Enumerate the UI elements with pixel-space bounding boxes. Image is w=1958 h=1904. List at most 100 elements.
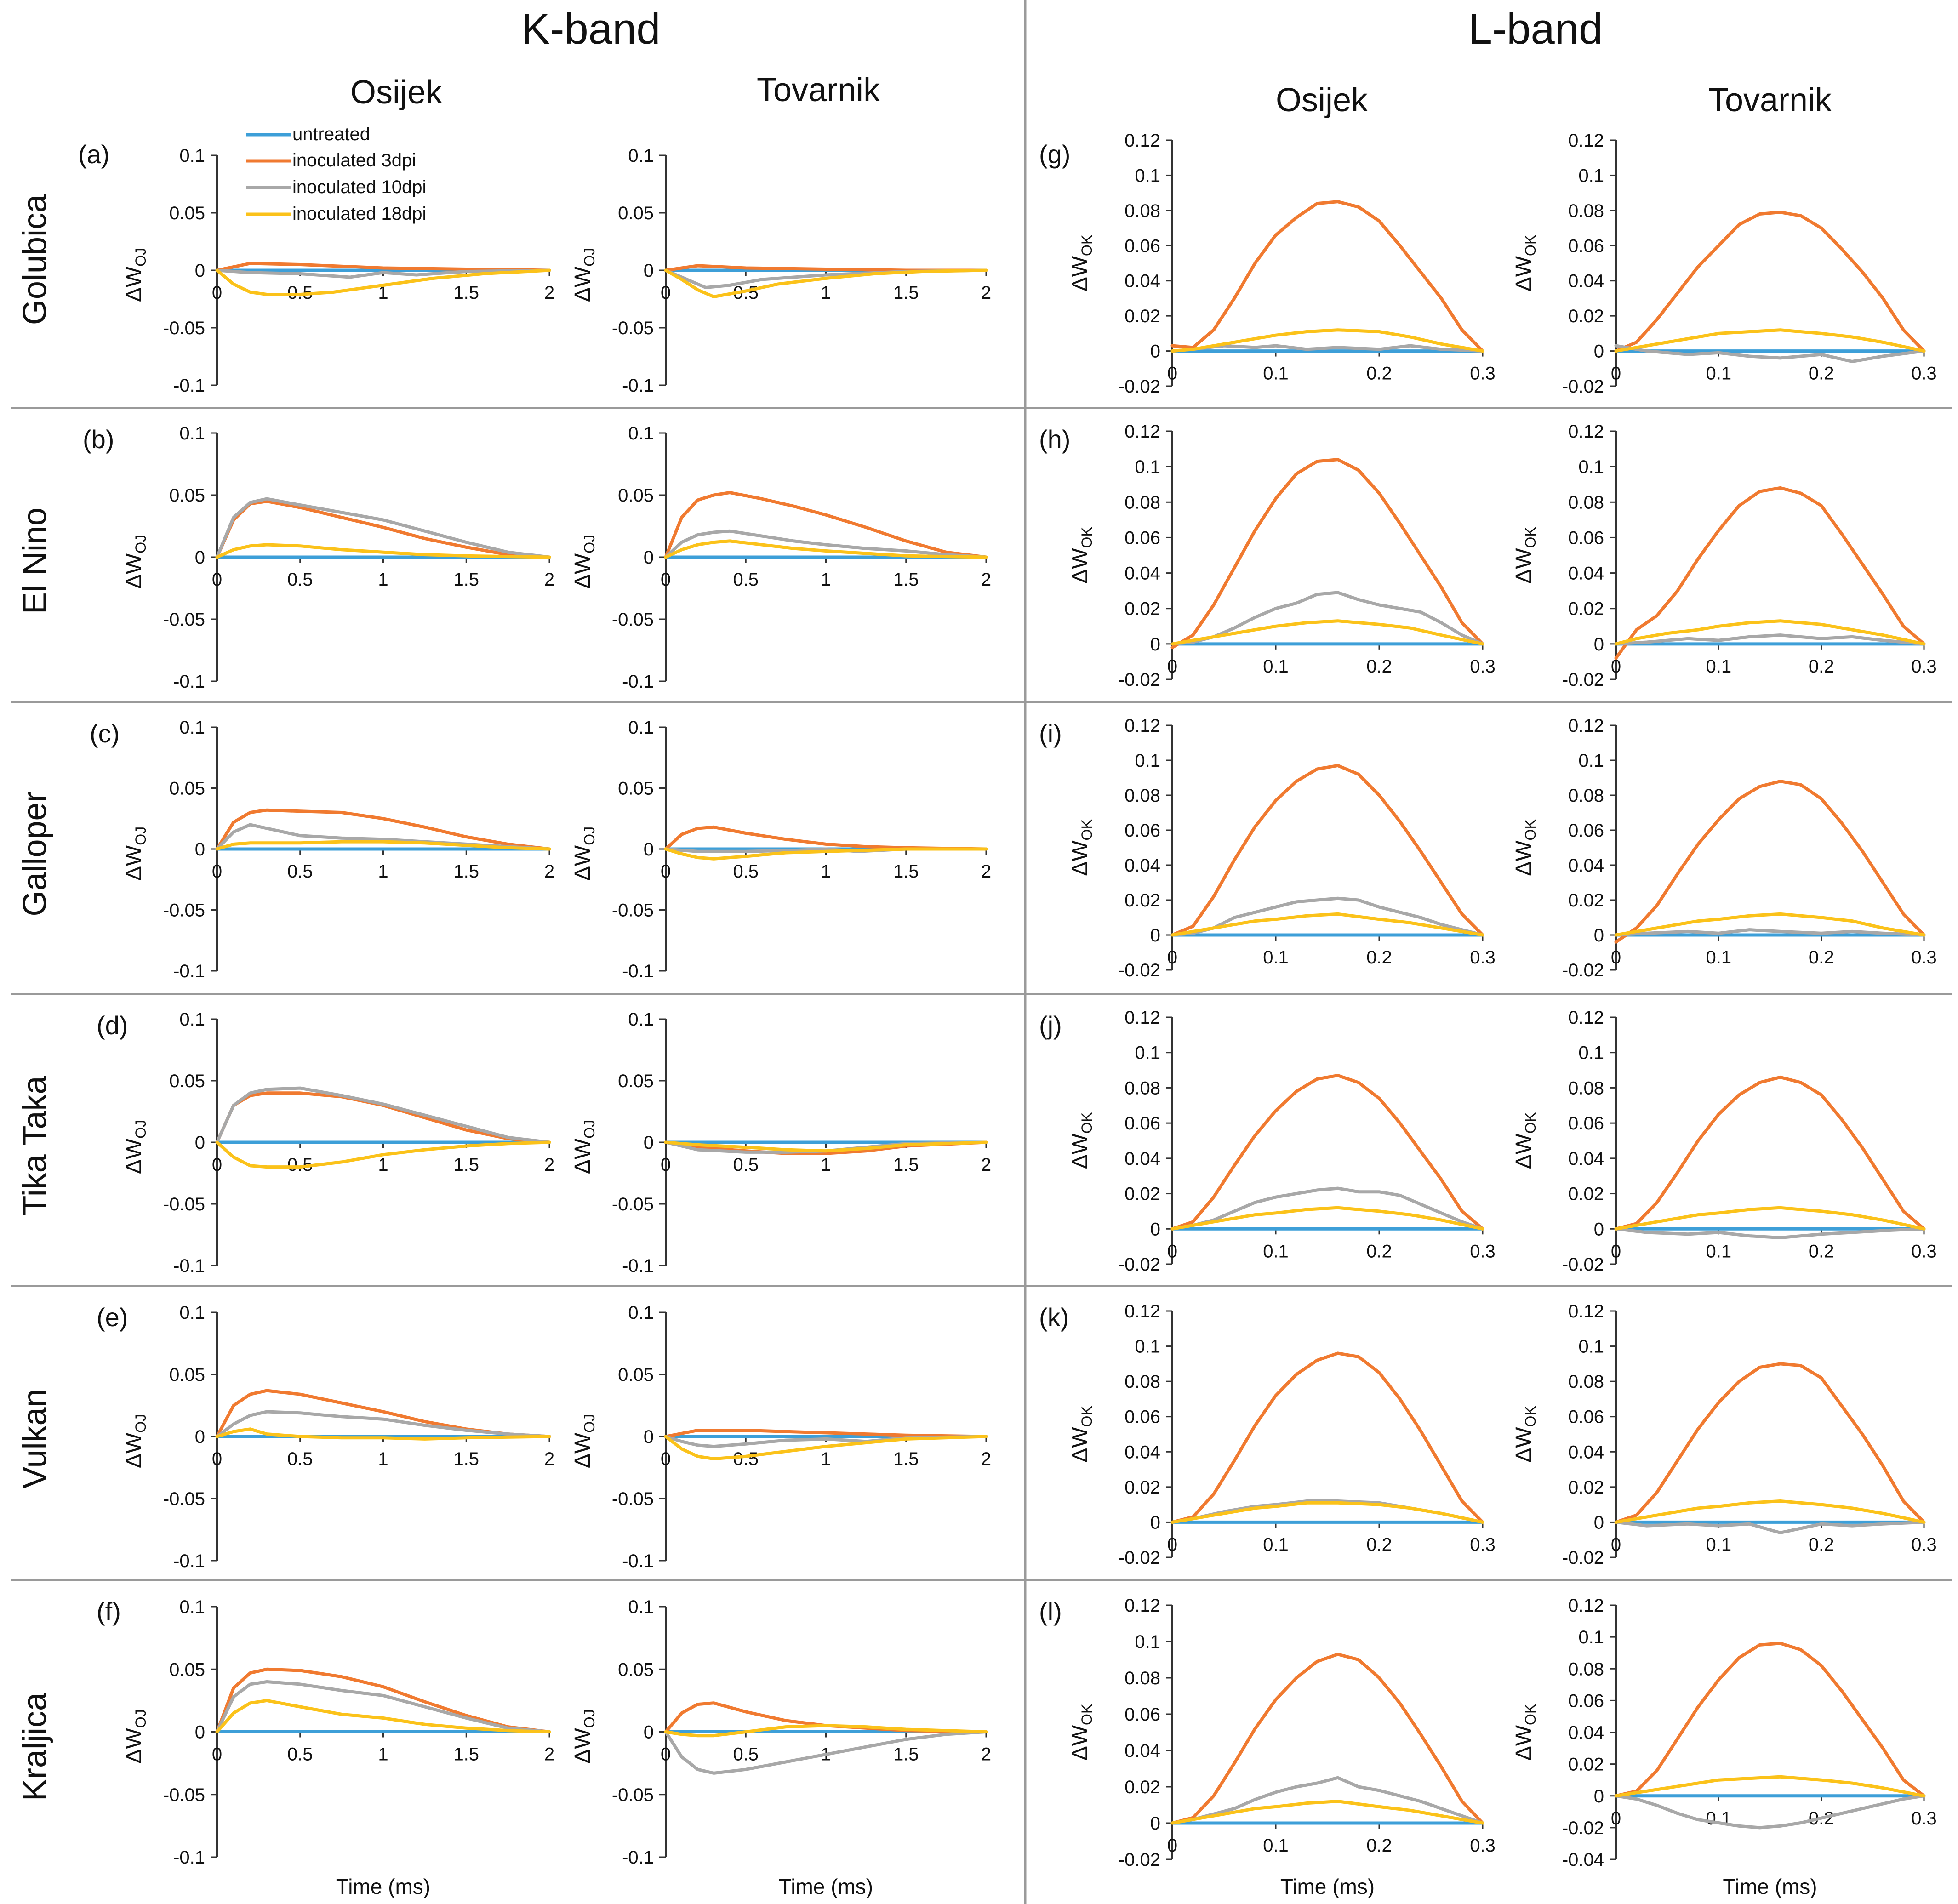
series-line xyxy=(1170,1776,1484,1825)
x-tick-label: 1 xyxy=(378,283,388,303)
y-tick-label: -0.05 xyxy=(612,1194,654,1214)
x-tick-label: 1.5 xyxy=(893,570,919,590)
y-tick-label: 0.08 xyxy=(1125,201,1160,221)
x-tick-label: 0.3 xyxy=(1911,1808,1937,1829)
legend-label: inoculated 3dpi xyxy=(292,150,416,171)
x-tick-label: 0 xyxy=(661,283,671,303)
y-tick-label: -0.05 xyxy=(612,318,654,338)
series-line xyxy=(664,1140,988,1153)
y-axis-label: ΔWOJ xyxy=(571,248,598,302)
x-axis-label: Time (ms) xyxy=(1723,1875,1817,1898)
series-line xyxy=(1614,1206,1926,1231)
series-line xyxy=(1614,1362,1926,1524)
y-tick-label: -0.1 xyxy=(173,672,205,692)
series-line xyxy=(1170,591,1484,646)
x-tick-label: 0.2 xyxy=(1809,1241,1834,1261)
y-tick-label: -0.05 xyxy=(612,1785,654,1805)
y-tick-label: -0.02 xyxy=(1562,1254,1604,1275)
y-tick-label: -0.05 xyxy=(163,610,205,630)
y-axis-label: ΔWOJ xyxy=(122,248,149,302)
y-tick-label: 0.12 xyxy=(1568,1301,1604,1322)
y-tick-label: 0.05 xyxy=(618,485,654,506)
y-axis-label: ΔWOK xyxy=(1068,1112,1095,1169)
x-tick-label: 1.5 xyxy=(453,1449,479,1469)
cultivar-label: Golubica xyxy=(17,194,53,325)
y-tick-label: 0.08 xyxy=(1568,1659,1604,1679)
panel-label: (g) xyxy=(1039,140,1070,169)
x-tick-label: 0 xyxy=(1611,656,1621,677)
series-line xyxy=(1614,211,1926,353)
y-tick-label: -0.05 xyxy=(612,901,654,921)
x-tick-label: 0.5 xyxy=(287,570,313,590)
y-tick-label: 0.1 xyxy=(628,1009,654,1030)
y-tick-label: 0.06 xyxy=(1568,528,1604,548)
y-tick-label: 0.1 xyxy=(628,1597,654,1617)
y-tick-label: 0.02 xyxy=(1568,1184,1604,1204)
y-tick-label: 0.1 xyxy=(1578,1627,1604,1647)
x-axis-label: Time (ms) xyxy=(336,1875,430,1898)
x-tick-label: 0 xyxy=(661,1449,671,1469)
y-axis-label: ΔWOK xyxy=(1512,1406,1539,1463)
x-tick-label: 0.1 xyxy=(1263,364,1289,384)
x-tick-label: 1.5 xyxy=(893,1744,919,1765)
y-tick-label: 0.08 xyxy=(1125,492,1160,513)
series-line xyxy=(1170,619,1484,646)
y-axis-label: ΔWOK xyxy=(1068,1704,1095,1761)
y-axis-label: ΔWOJ xyxy=(122,1414,149,1468)
y-tick-label: 0.02 xyxy=(1125,599,1160,619)
y-tick-label: 0.1 xyxy=(1135,1632,1160,1652)
x-tick-label: 1 xyxy=(378,570,388,590)
x-tick-label: 1 xyxy=(821,861,831,882)
chart-panel: 0.12 0.1 0.08 0.06 0.04 0.02 0 -0.02 0 0.1 0.2 0.3 Δ… xyxy=(1039,131,1496,397)
series-line xyxy=(1614,486,1926,660)
series-line xyxy=(1170,912,1484,937)
x-tick-label: 2 xyxy=(544,570,554,590)
y-tick-label: 0.02 xyxy=(1125,1777,1160,1797)
y-tick-label: 0 xyxy=(1150,1219,1160,1239)
y-tick-label: 0 xyxy=(1594,342,1604,362)
y-tick-label: -0.1 xyxy=(622,1847,654,1868)
series-line xyxy=(1614,1227,1926,1239)
x-tick-label: 1.5 xyxy=(893,283,919,303)
y-axis-label: ΔWOJ xyxy=(571,535,598,589)
y-tick-label: 0.04 xyxy=(1568,1723,1604,1743)
y-tick-label: 0.1 xyxy=(1578,457,1604,477)
x-tick-label: 0.2 xyxy=(1366,947,1392,968)
y-axis-label: ΔWOJ xyxy=(571,1414,598,1468)
x-tick-label: 0.2 xyxy=(1366,1534,1392,1555)
x-tick-label: 0.5 xyxy=(287,1744,313,1765)
series-line xyxy=(664,491,988,559)
chart-panel: 0.12 0.1 0.08 0.06 0.04 0.02 0 -0.02 0 0.1 0.2 0.3 Δ… xyxy=(1512,716,1937,981)
y-tick-label: 0 xyxy=(1150,1512,1160,1533)
y-tick-label: 0.04 xyxy=(1568,1442,1604,1462)
series-line xyxy=(1614,633,1926,646)
x-tick-label: 0.1 xyxy=(1263,1241,1289,1261)
y-tick-label: 0.12 xyxy=(1568,716,1604,736)
y-tick-label: 0.06 xyxy=(1568,1407,1604,1427)
y-tick-label: 0.1 xyxy=(1578,165,1604,186)
y-tick-label: 0 xyxy=(1594,1219,1604,1239)
x-tick-label: 0.3 xyxy=(1470,1534,1496,1555)
y-tick-label: 0.04 xyxy=(1125,1741,1160,1761)
y-tick-label: 0.12 xyxy=(1125,1596,1160,1616)
series-line xyxy=(664,1724,988,1738)
x-tick-label: 0.5 xyxy=(733,570,759,590)
x-tick-label: 0.2 xyxy=(1366,364,1392,384)
x-tick-label: 0 xyxy=(661,861,671,882)
x-tick-label: 0 xyxy=(1611,364,1621,384)
x-tick-label: 0.1 xyxy=(1706,947,1732,968)
y-tick-label: 0.06 xyxy=(1125,1704,1160,1725)
y-tick-label: 0.1 xyxy=(628,146,654,166)
y-tick-label: 0 xyxy=(1594,925,1604,946)
x-tick-label: 2 xyxy=(981,1155,991,1175)
y-tick-label: 0.05 xyxy=(618,779,654,799)
chart-panel: 0.12 0.1 0.08 0.06 0.04 0.02 0 -0.02 0 0.1 0.2 0.3 Δ… xyxy=(1512,131,1937,397)
x-tick-label: 0.3 xyxy=(1911,1534,1937,1555)
y-tick-label: -0.05 xyxy=(612,610,654,630)
x-tick-label: 0.5 xyxy=(733,1744,759,1765)
y-tick-label: 0.12 xyxy=(1125,422,1160,442)
y-tick-label: 0.1 xyxy=(1135,1337,1160,1357)
y-tick-label: 0.12 xyxy=(1568,1008,1604,1028)
